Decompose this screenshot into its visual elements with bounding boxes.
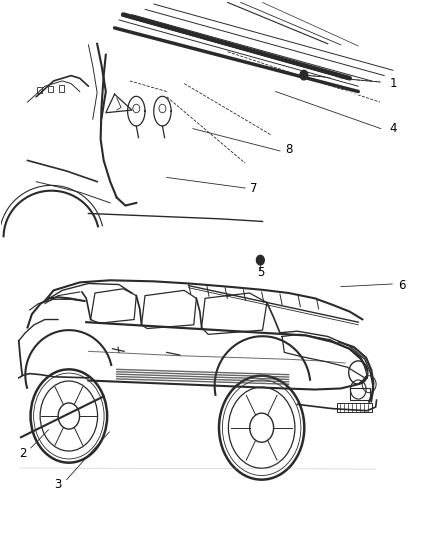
Bar bbox=[350, 389, 371, 400]
Circle shape bbox=[256, 255, 264, 265]
Circle shape bbox=[300, 70, 308, 80]
Text: 2: 2 bbox=[19, 447, 27, 459]
Bar bbox=[48, 86, 53, 92]
Text: 5: 5 bbox=[257, 266, 264, 279]
Bar bbox=[336, 403, 372, 413]
Text: 3: 3 bbox=[54, 479, 62, 491]
Text: 4: 4 bbox=[389, 122, 397, 135]
Bar bbox=[37, 87, 42, 93]
Text: 8: 8 bbox=[285, 143, 292, 156]
Text: 6: 6 bbox=[398, 279, 406, 292]
Text: 7: 7 bbox=[250, 182, 258, 195]
Text: 1: 1 bbox=[389, 77, 397, 90]
Bar bbox=[59, 85, 64, 92]
